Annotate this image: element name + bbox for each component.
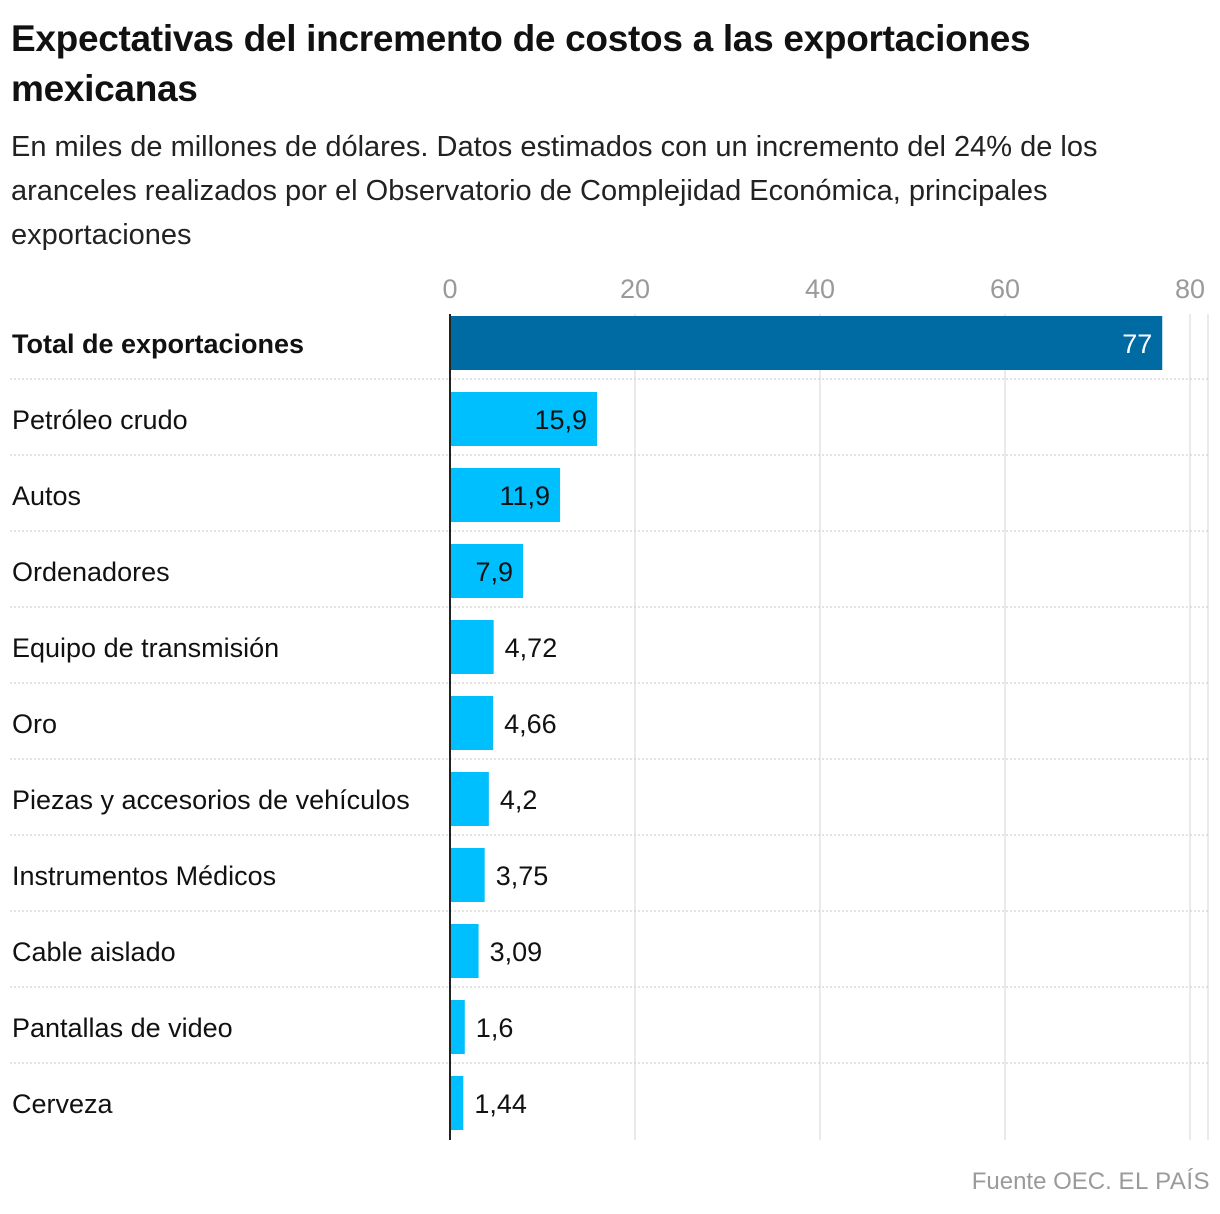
category-label: Instrumentos Médicos xyxy=(12,861,276,891)
category-label: Equipo de transmisión xyxy=(12,633,279,663)
category-label: Total de exportaciones xyxy=(12,329,304,359)
value-label: 77 xyxy=(1122,329,1152,359)
value-label: 3,75 xyxy=(496,861,549,891)
value-label: 3,09 xyxy=(490,937,543,967)
category-label: Ordenadores xyxy=(12,557,170,587)
source-label: Fuente OEC. xyxy=(971,1168,1112,1195)
value-label: 11,9 xyxy=(500,481,551,511)
x-tick-label: 60 xyxy=(990,274,1020,304)
chart-title: Expectativas del incremento de costos a … xyxy=(11,18,1031,109)
bar xyxy=(450,392,598,446)
x-tick-label: 80 xyxy=(1175,274,1205,304)
value-label: 1,44 xyxy=(474,1089,527,1119)
value-label: 15,9 xyxy=(535,405,588,435)
bar-chart: 0 20 40 60 80 Total de exportaciones 77 Petróle… xyxy=(10,274,1209,1140)
value-label: 4,72 xyxy=(505,633,558,663)
brand-label: EL PAÍS xyxy=(1118,1168,1210,1195)
bar xyxy=(450,1076,464,1130)
chart-subtitle: En miles de millones de dólares. Datos e… xyxy=(11,131,1098,251)
x-tick-label: 20 xyxy=(620,274,650,304)
value-label: 7,9 xyxy=(476,557,514,587)
category-label: Autos xyxy=(12,481,81,511)
category-label: Piezas y accesorios de vehículos xyxy=(12,785,410,815)
category-label: Cable aislado xyxy=(12,937,176,967)
bar xyxy=(450,924,479,978)
bar xyxy=(450,772,489,826)
bar xyxy=(450,620,494,674)
x-tick-label: 0 xyxy=(442,274,457,304)
bar-total xyxy=(450,316,1163,370)
value-label: 4,2 xyxy=(500,785,538,815)
bar xyxy=(450,848,485,902)
category-label: Petróleo crudo xyxy=(12,405,188,435)
category-label: Cerveza xyxy=(12,1089,114,1119)
source-note: Fuente OEC. EL PAÍS xyxy=(972,1168,1210,1196)
category-label: Pantallas de video xyxy=(12,1013,233,1043)
bar xyxy=(450,544,524,598)
bar xyxy=(450,468,561,522)
x-tick-label: 40 xyxy=(805,274,835,304)
value-label: 1,6 xyxy=(476,1013,514,1043)
bar xyxy=(450,696,494,750)
bar xyxy=(450,1000,465,1054)
category-label: Oro xyxy=(12,709,57,739)
value-label: 4,66 xyxy=(504,709,557,739)
